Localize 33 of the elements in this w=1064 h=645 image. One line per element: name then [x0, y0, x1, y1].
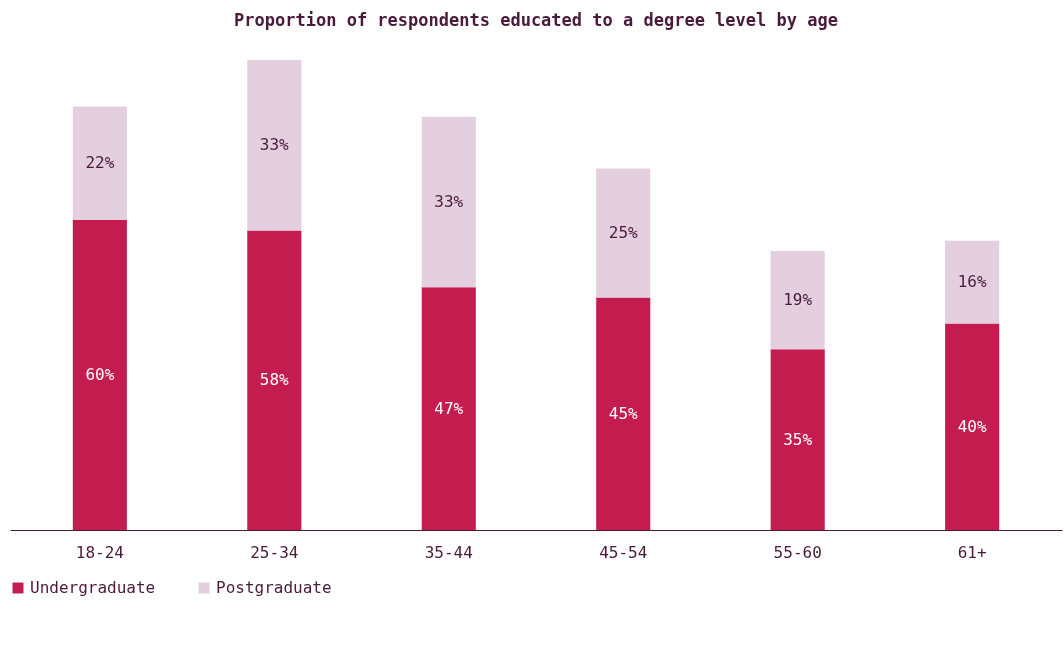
data-label: 47%	[434, 398, 464, 418]
x-tick-label: 55-60	[773, 542, 822, 562]
bar	[247, 60, 302, 231]
bar	[421, 287, 476, 530]
bar	[945, 240, 1000, 324]
data-label: 40%	[957, 416, 987, 436]
bar	[72, 106, 127, 221]
data-label: 45%	[608, 403, 639, 423]
bar	[247, 230, 302, 530]
bar	[72, 220, 127, 530]
data-label: 33%	[434, 192, 464, 212]
data-label: 25%	[608, 223, 639, 243]
data-label: 58%	[259, 370, 290, 390]
data-label: 35%	[783, 429, 813, 449]
x-tick-label: 18-24	[75, 542, 124, 562]
bar	[596, 168, 651, 298]
bar	[945, 323, 1000, 530]
x-tick-label: 61+	[957, 542, 987, 562]
bar	[596, 297, 651, 530]
data-label: 22%	[85, 153, 115, 173]
data-label: 16%	[957, 272, 987, 292]
x-tick-label: 35-44	[424, 542, 473, 562]
bar	[421, 116, 476, 288]
legend-label: Postgraduate	[216, 578, 332, 597]
x-tick-label: 45-54	[599, 542, 648, 562]
bar	[770, 251, 825, 350]
bar	[770, 349, 825, 530]
data-label: 60%	[85, 365, 115, 385]
chart-title: Proportion of respondents educated to a degree level by age	[234, 10, 838, 30]
x-tick-label: 25-34	[250, 542, 299, 562]
data-label: 33%	[259, 135, 290, 155]
data-label: 19%	[783, 290, 813, 310]
legend-label: Undergraduate	[30, 578, 156, 597]
